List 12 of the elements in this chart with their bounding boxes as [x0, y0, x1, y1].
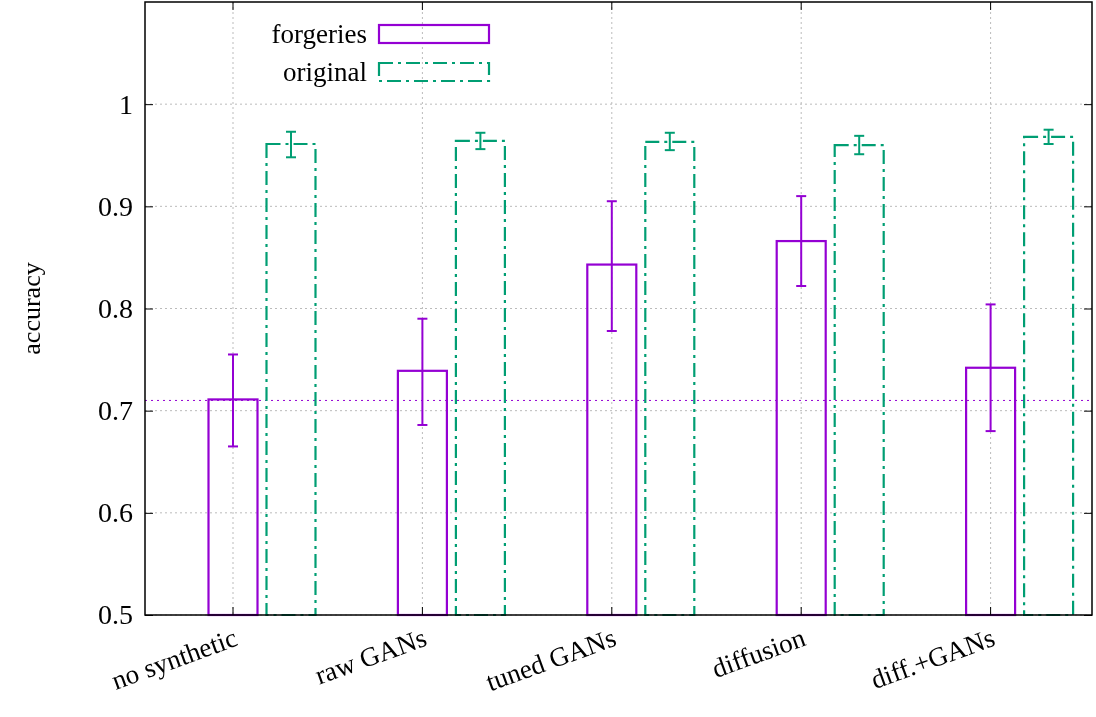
x-tick-label: raw GANs: [310, 622, 431, 691]
y-tick-label: 0.9: [98, 190, 133, 222]
y-tick-label: 0.5: [98, 599, 133, 631]
legend-label: original: [283, 57, 367, 87]
legend-label: forgeries: [271, 19, 367, 49]
y-tick-label: 0.8: [98, 292, 133, 324]
y-tick-label: 0.7: [98, 395, 133, 427]
y-axis-title: accuracy: [17, 262, 46, 355]
y-tick-label: 0.6: [98, 497, 133, 529]
y-tick-label: 1: [119, 88, 133, 120]
x-tick-label: diffusion: [707, 622, 810, 684]
x-tick-label: tuned GANs: [482, 622, 620, 698]
